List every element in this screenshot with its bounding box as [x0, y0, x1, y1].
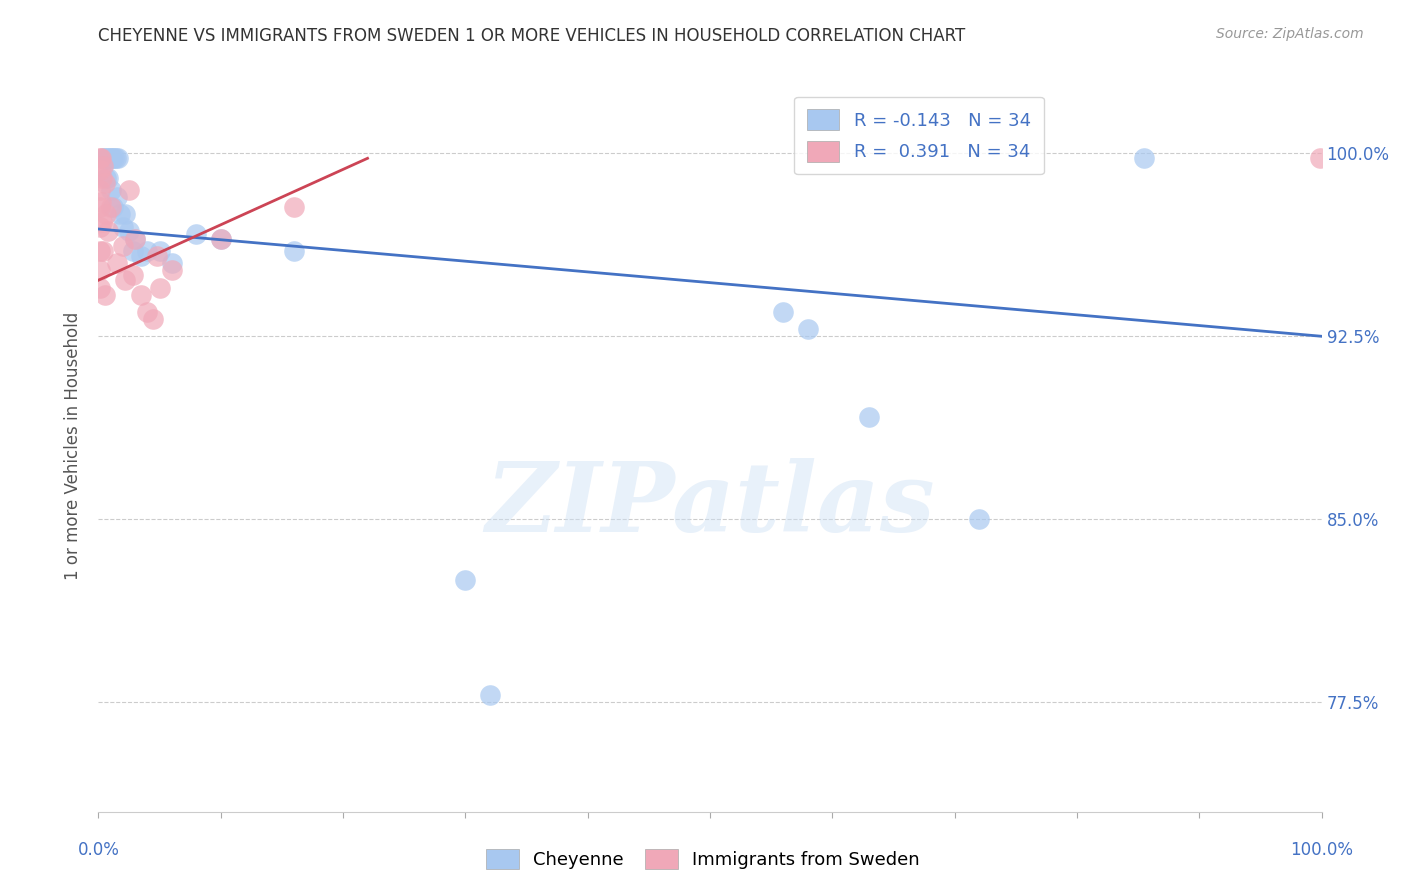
Point	[101, 200, 124, 214]
Point	[91, 170, 114, 185]
Point	[111, 239, 134, 253]
Point	[149, 244, 172, 258]
Text: Source: ZipAtlas.com: Source: ZipAtlas.com	[1216, 27, 1364, 41]
Text: 100.0%: 100.0%	[1291, 841, 1353, 859]
Point	[105, 256, 128, 270]
Point	[149, 280, 172, 294]
Point	[91, 215, 114, 229]
Point	[90, 151, 112, 165]
Point	[94, 207, 117, 221]
Point	[97, 170, 120, 185]
Point	[858, 409, 880, 424]
Point	[118, 224, 141, 238]
Point	[1133, 151, 1156, 165]
Text: ZIPatlas: ZIPatlas	[485, 458, 935, 551]
Point	[98, 151, 121, 165]
Point	[114, 207, 136, 221]
Point	[283, 200, 305, 214]
Point	[124, 232, 146, 246]
Point	[91, 244, 114, 258]
Point	[107, 151, 129, 165]
Point	[89, 244, 111, 258]
Point	[209, 232, 232, 246]
Point	[94, 170, 117, 185]
Point	[160, 256, 183, 270]
Point	[129, 249, 152, 263]
Point	[91, 151, 114, 165]
Point	[772, 305, 794, 319]
Point	[186, 227, 208, 241]
Point	[111, 219, 134, 234]
Point	[103, 151, 125, 165]
Point	[967, 512, 990, 526]
Point	[1309, 151, 1331, 165]
Point	[97, 224, 120, 238]
Point	[110, 207, 132, 221]
Point	[478, 688, 501, 702]
Point	[283, 244, 305, 258]
Point	[114, 273, 136, 287]
Text: 0.0%: 0.0%	[77, 841, 120, 859]
Point	[121, 244, 143, 258]
Point	[105, 190, 128, 204]
Point	[101, 151, 124, 165]
Point	[142, 312, 165, 326]
Point	[209, 232, 232, 246]
Point	[89, 183, 111, 197]
Point	[146, 249, 169, 263]
Legend: Cheyenne, Immigrants from Sweden: Cheyenne, Immigrants from Sweden	[477, 839, 929, 879]
Point	[89, 263, 111, 277]
Point	[129, 288, 152, 302]
Text: CHEYENNE VS IMMIGRANTS FROM SWEDEN 1 OR MORE VEHICLES IN HOUSEHOLD CORRELATION C: CHEYENNE VS IMMIGRANTS FROM SWEDEN 1 OR …	[98, 27, 966, 45]
Point	[93, 176, 115, 190]
Point	[100, 200, 122, 214]
Point	[104, 151, 127, 165]
Point	[91, 159, 114, 173]
Point	[89, 200, 111, 214]
Point	[100, 151, 122, 165]
Y-axis label: 1 or more Vehicles in Household: 1 or more Vehicles in Household	[65, 312, 83, 580]
Point	[160, 263, 183, 277]
Point	[100, 183, 122, 197]
Point	[93, 151, 115, 165]
Point	[90, 195, 112, 210]
Point	[93, 288, 115, 302]
Point	[118, 183, 141, 197]
Point	[89, 219, 111, 234]
Legend: R = -0.143   N = 34, R =  0.391   N = 34: R = -0.143 N = 34, R = 0.391 N = 34	[794, 96, 1043, 175]
Point	[89, 163, 111, 178]
Point	[124, 232, 146, 246]
Point	[89, 280, 111, 294]
Point	[121, 268, 143, 283]
Point	[454, 573, 477, 587]
Point	[797, 322, 820, 336]
Point	[136, 244, 159, 258]
Point	[89, 151, 111, 165]
Point	[96, 151, 118, 165]
Point	[136, 305, 159, 319]
